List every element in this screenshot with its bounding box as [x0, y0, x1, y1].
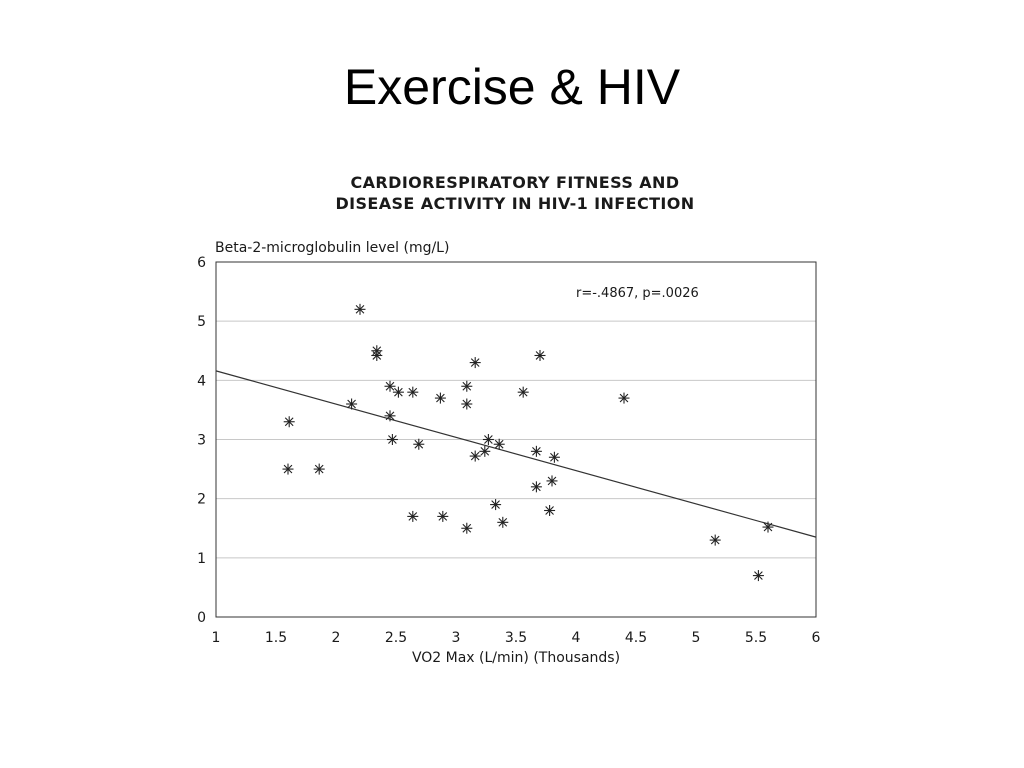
data-point-11 [407, 386, 419, 398]
data-point-30 [544, 505, 556, 516]
data-point-27 [530, 445, 542, 457]
gridlines [216, 320, 816, 559]
data-points [282, 303, 774, 582]
data-point-15 [437, 510, 449, 522]
data-point-8 [384, 410, 396, 422]
data-point-29 [534, 349, 546, 361]
data-point-1 [282, 463, 294, 475]
y-tick-0: 0 [197, 610, 206, 626]
data-point-26 [517, 386, 529, 398]
data-point-10 [392, 386, 404, 398]
data-point-36 [762, 521, 774, 533]
y-tick-1: 1 [197, 551, 206, 567]
data-point-20 [469, 450, 481, 462]
data-point-12 [407, 510, 419, 522]
x-tick-3.5: 3.5 [505, 630, 527, 646]
data-point-34 [709, 534, 721, 546]
chart-title-line-2: DISEASE ACTIVITY IN HIV-1 INFECTION [335, 194, 695, 213]
slide-title: Exercise & HIV [343, 59, 681, 115]
data-point-9 [386, 434, 398, 445]
data-point-19 [469, 357, 481, 369]
x-tick-5.5: 5.5 [745, 630, 767, 646]
x-tick-4.5: 4.5 [625, 630, 647, 646]
data-point-18 [461, 522, 473, 534]
y-tick-4: 4 [197, 373, 206, 389]
correlation-annotation: r=-.4867, p=.0026 [576, 286, 699, 301]
y-axis-label: Beta-2-microglobulin level (mg/L) [215, 240, 449, 256]
data-point-25 [497, 516, 509, 528]
chart-title: CARDIORESPIRATORY FITNESS AND DISEASE AC… [250, 172, 780, 214]
data-point-2 [313, 463, 325, 475]
data-point-21 [479, 445, 491, 457]
x-tick-5: 5 [692, 630, 701, 646]
data-point-22 [482, 434, 494, 445]
x-tick-labels: 1 1.5 2 2.5 3 3.5 4 4.5 5 5.5 6 [212, 630, 821, 646]
data-point-7 [384, 380, 396, 392]
chart-title-line-1: CARDIORESPIRATORY FITNESS AND [350, 173, 680, 192]
data-point-14 [434, 392, 446, 404]
trendline [215, 370, 817, 538]
data-point-17 [461, 398, 473, 410]
data-point-0 [283, 416, 295, 428]
data-point-35 [752, 570, 764, 582]
x-tick-1: 1 [212, 630, 221, 646]
x-tick-2: 2 [332, 630, 341, 646]
y-tick-6: 6 [197, 255, 206, 271]
data-point-28 [530, 481, 542, 493]
x-tick-2.5: 2.5 [385, 630, 407, 646]
x-tick-3: 3 [452, 630, 461, 646]
data-point-32 [548, 451, 560, 463]
data-point-24 [493, 438, 505, 450]
y-tick-2: 2 [197, 492, 206, 508]
x-tick-1.5: 1.5 [265, 630, 287, 646]
data-point-31 [546, 475, 558, 487]
data-point-23 [490, 499, 502, 511]
y-tick-5: 5 [197, 314, 206, 330]
x-tick-6: 6 [812, 630, 821, 646]
trendline-group [215, 370, 817, 538]
data-point-13 [413, 438, 425, 450]
y-tick-labels: 0 1 2 3 4 5 6 [197, 255, 206, 626]
data-point-3 [346, 398, 358, 410]
data-point-33 [618, 392, 630, 404]
x-tick-4: 4 [572, 630, 581, 646]
data-point-16 [461, 380, 473, 392]
x-axis-label: VO2 Max (L/min) (Thousands) [412, 650, 620, 666]
plot-area-frame [215, 261, 817, 618]
data-point-6 [371, 349, 383, 361]
data-point-4 [354, 303, 366, 315]
y-tick-3: 3 [197, 433, 206, 449]
